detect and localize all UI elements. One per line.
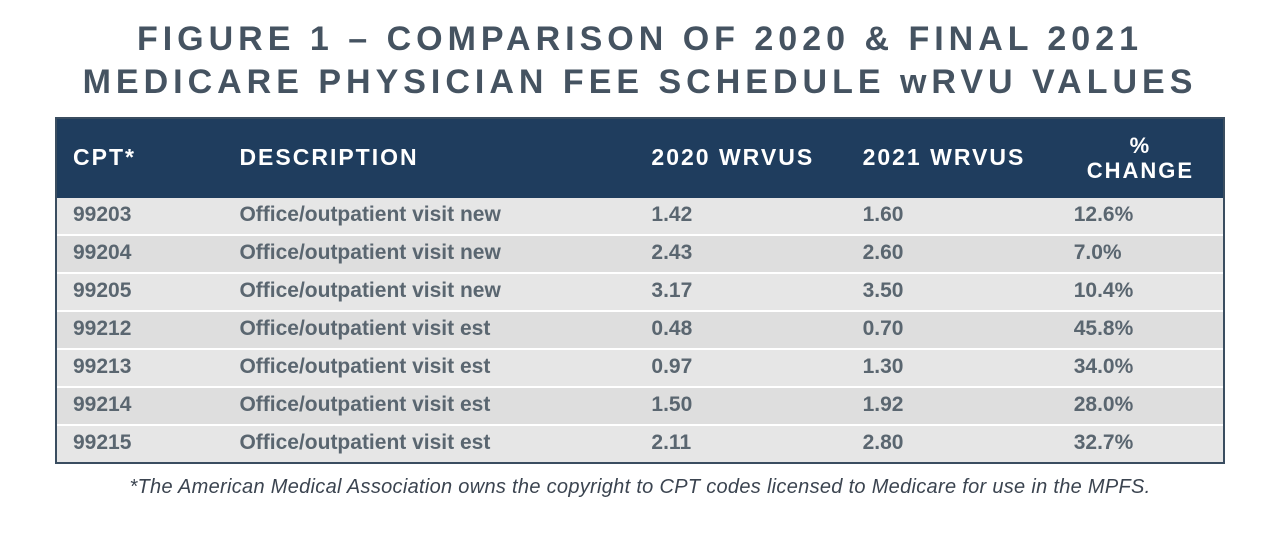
cell-cpt: 99205: [57, 274, 231, 310]
cell-cpt: 99213: [57, 350, 231, 386]
cell-pct-change: 12.6%: [1058, 198, 1223, 234]
table-row: 99214Office/outpatient visit est1.501.92…: [57, 386, 1223, 424]
cell-2020-wrvus: 0.48: [635, 312, 846, 348]
table-row: 99204Office/outpatient visit new2.432.60…: [57, 234, 1223, 272]
table-header-row: CPT* DESCRIPTION 2020 WRVUS 2021 WRVUS %…: [57, 119, 1223, 198]
col-header-2020: 2020 WRVUS: [635, 122, 846, 195]
cell-2020-wrvus: 2.43: [635, 236, 846, 272]
col-header-2021: 2021 WRVUS: [847, 122, 1058, 195]
cell-2021-wrvus: 2.60: [847, 236, 1058, 272]
cell-pct-change: 7.0%: [1058, 236, 1223, 272]
cell-cpt: 99204: [57, 236, 231, 272]
wrvu-table: CPT* DESCRIPTION 2020 WRVUS 2021 WRVUS %…: [55, 117, 1225, 464]
col-header-cpt: CPT*: [57, 122, 231, 195]
cell-description: Office/outpatient visit est: [231, 350, 635, 386]
cell-description: Office/outpatient visit est: [231, 312, 635, 348]
cell-description: Office/outpatient visit est: [231, 388, 635, 424]
cell-2020-wrvus: 0.97: [635, 350, 846, 386]
cell-2020-wrvus: 2.11: [635, 426, 846, 462]
cell-2020-wrvus: 3.17: [635, 274, 846, 310]
table-row: 99212Office/outpatient visit est0.480.70…: [57, 310, 1223, 348]
cell-cpt: 99214: [57, 388, 231, 424]
cell-2021-wrvus: 2.80: [847, 426, 1058, 462]
cell-2021-wrvus: 1.30: [847, 350, 1058, 386]
figure-title-line1: FIGURE 1 – COMPARISON OF 2020 & FINAL 20…: [137, 20, 1143, 58]
cell-cpt: 99215: [57, 426, 231, 462]
cell-2020-wrvus: 1.50: [635, 388, 846, 424]
table-row: 99203Office/outpatient visit new1.421.60…: [57, 198, 1223, 234]
cell-description: Office/outpatient visit new: [231, 236, 635, 272]
col-header-pct-line1: %: [1130, 133, 1152, 158]
cell-pct-change: 32.7%: [1058, 426, 1223, 462]
col-header-description: DESCRIPTION: [231, 122, 635, 195]
figure-title: FIGURE 1 – COMPARISON OF 2020 & FINAL 20…: [55, 18, 1225, 117]
cell-description: Office/outpatient visit new: [231, 198, 635, 234]
cell-2021-wrvus: 1.60: [847, 198, 1058, 234]
cell-pct-change: 28.0%: [1058, 388, 1223, 424]
col-header-pct-change: % CHANGE: [1058, 119, 1223, 198]
table-body: 99203Office/outpatient visit new1.421.60…: [57, 198, 1223, 462]
footnote: *The American Medical Association owns t…: [55, 464, 1225, 499]
cell-pct-change: 10.4%: [1058, 274, 1223, 310]
table-row: 99215Office/outpatient visit est2.112.80…: [57, 424, 1223, 462]
table-row: 99213Office/outpatient visit est0.971.30…: [57, 348, 1223, 386]
cell-2021-wrvus: 0.70: [847, 312, 1058, 348]
cell-2020-wrvus: 1.42: [635, 198, 846, 234]
cell-cpt: 99203: [57, 198, 231, 234]
table-row: 99205Office/outpatient visit new3.173.50…: [57, 272, 1223, 310]
cell-2021-wrvus: 1.92: [847, 388, 1058, 424]
cell-2021-wrvus: 3.50: [847, 274, 1058, 310]
col-header-pct-line2: CHANGE: [1087, 158, 1194, 183]
cell-pct-change: 45.8%: [1058, 312, 1223, 348]
cell-cpt: 99212: [57, 312, 231, 348]
cell-description: Office/outpatient visit est: [231, 426, 635, 462]
figure-title-line2: MEDICARE PHYSICIAN FEE SCHEDULE wRVU VAL…: [83, 63, 1198, 101]
cell-description: Office/outpatient visit new: [231, 274, 635, 310]
cell-pct-change: 34.0%: [1058, 350, 1223, 386]
